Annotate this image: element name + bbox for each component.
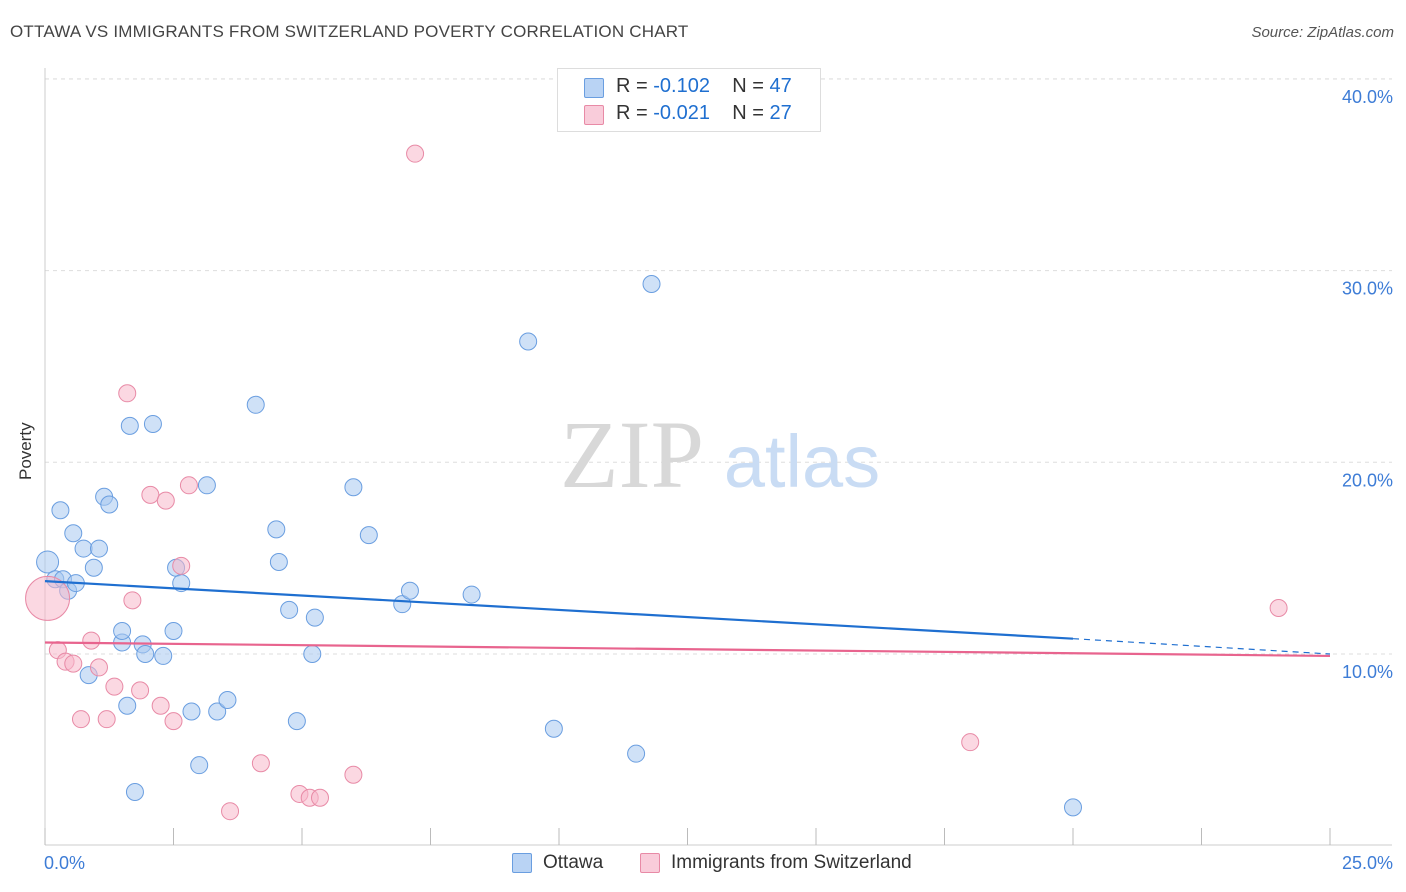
- ottawa-point: [267, 520, 286, 539]
- y-tick-label: 40.0%: [1342, 87, 1393, 107]
- ottawa-point: [164, 621, 183, 640]
- x-tick-label: 25.0%: [1342, 853, 1393, 873]
- switzerland-point: [64, 654, 83, 673]
- switzerland-point: [25, 575, 71, 621]
- ottawa-point: [344, 478, 363, 497]
- ottawa-point: [218, 691, 237, 710]
- switzerland-point: [118, 384, 137, 403]
- legend-r-label: R =: [616, 102, 648, 124]
- bottom-legend-label-switzerland: Immigrants from Switzerland: [671, 852, 912, 873]
- legend-n-value-switzerland: 27: [769, 102, 792, 124]
- ottawa-point: [269, 552, 288, 571]
- ottawa-point: [113, 621, 132, 640]
- switzerland-point: [82, 631, 101, 650]
- legend-r-value-switzerland: -0.021: [653, 102, 710, 124]
- ottawa-point: [74, 539, 93, 558]
- ottawa-point: [51, 501, 70, 520]
- ottawa-point: [190, 756, 209, 775]
- switzerland-point: [71, 710, 90, 729]
- switzerland-point: [251, 754, 270, 773]
- ottawa-trend-line: [44, 580, 1074, 640]
- ottawa-point: [1064, 798, 1082, 817]
- y-tick-label: 10.0%: [1342, 662, 1393, 682]
- legend: R = -0.102 N = 47 R = -0.021 N = 27: [557, 68, 821, 132]
- ottawa-point: [303, 645, 322, 663]
- switzerland-point: [131, 681, 150, 700]
- watermark-zip: ZIP: [560, 401, 704, 508]
- switzerland-point: [310, 788, 329, 807]
- watermark-atlas: atlas: [724, 420, 880, 503]
- gridlines: [45, 78, 1392, 655]
- switzerland-point: [179, 476, 198, 495]
- switzerland-trend-line: [44, 641, 1331, 658]
- ottawa-point: [136, 645, 155, 663]
- ottawa-point: [519, 332, 538, 351]
- x-tick-label: 0.0%: [44, 853, 85, 873]
- switzerland-point: [141, 485, 160, 504]
- legend-r-value-ottawa: -0.102: [653, 75, 710, 97]
- trend-lines: [44, 580, 1331, 658]
- ottawa-point: [208, 702, 227, 721]
- bottom-legend-swatch-ottawa: [512, 853, 532, 873]
- chart-title: OTTAWA VS IMMIGRANTS FROM SWITZERLAND PO…: [10, 22, 689, 41]
- ottawa-point: [125, 783, 144, 802]
- switzerland-point: [221, 802, 240, 821]
- y-tick-label: 30.0%: [1342, 279, 1393, 299]
- ottawa-point: [36, 550, 60, 574]
- y-tick-label: 20.0%: [1342, 470, 1393, 490]
- ottawa-trend-extension: [1072, 638, 1331, 655]
- switzerland-point: [105, 677, 124, 696]
- legend-swatch-ottawa: [584, 78, 604, 98]
- y-axis-title: Poverty: [16, 422, 35, 480]
- ottawa-point: [182, 702, 201, 721]
- switzerland-point: [156, 491, 175, 510]
- ottawa-point: [400, 581, 419, 600]
- switzerland-point: [164, 712, 183, 731]
- tick-labels: 10.0% 20.0% 30.0% 40.0% 0.0% 25.0%: [44, 87, 1393, 873]
- ottawa-point: [100, 495, 119, 514]
- switzerland-point: [89, 658, 108, 677]
- source-label: Source: ZipAtlas.com: [1251, 24, 1394, 41]
- ottawa-point: [280, 600, 299, 619]
- ottawa-point: [287, 712, 306, 731]
- switzerland-point: [151, 696, 170, 715]
- switzerland-point: [97, 710, 116, 729]
- ottawa-point: [359, 526, 378, 545]
- legend-swatch-switzerland: [584, 105, 604, 125]
- ottawa-point: [154, 646, 173, 665]
- bottom-legend-label-ottawa: Ottawa: [543, 852, 604, 873]
- ottawa-point: [143, 414, 162, 433]
- data-points: [25, 144, 1288, 821]
- watermark: ZIP atlas: [560, 401, 880, 508]
- ottawa-point: [118, 696, 137, 715]
- legend-n-value-ottawa: 47: [769, 75, 792, 97]
- switzerland-point: [172, 556, 191, 575]
- legend-r-label: R =: [616, 75, 648, 97]
- switzerland-point: [123, 591, 142, 610]
- legend-n-label: N =: [732, 102, 764, 124]
- switzerland-point: [1269, 598, 1288, 617]
- ottawa-point: [64, 524, 83, 543]
- ottawa-point: [642, 275, 661, 294]
- switzerland-point: [406, 144, 425, 163]
- ottawa-point: [89, 539, 108, 558]
- ottawa-point: [120, 416, 139, 435]
- bottom-legend-swatch-switzerland: [640, 853, 660, 873]
- ottawa-point: [246, 395, 265, 414]
- switzerland-point: [961, 733, 980, 752]
- ottawa-point: [544, 719, 563, 738]
- ottawa-point: [305, 608, 324, 627]
- axes: [44, 68, 1392, 846]
- legend-n-label: N =: [732, 75, 764, 97]
- ottawa-point: [462, 585, 481, 604]
- ottawa-point: [84, 558, 103, 577]
- switzerland-point: [344, 765, 363, 784]
- ottawa-point: [197, 476, 216, 495]
- ottawa-point: [627, 744, 646, 763]
